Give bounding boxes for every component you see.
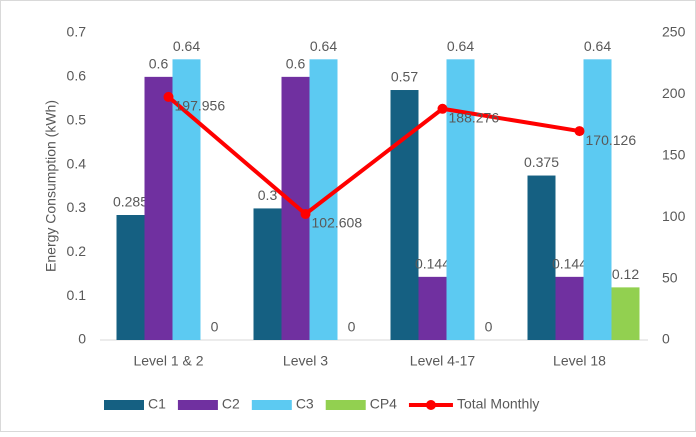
data-label: 102.608 — [312, 215, 363, 231]
legend-swatch — [177, 400, 218, 410]
data-label: 0.6 — [286, 56, 306, 72]
bar — [390, 90, 419, 340]
y-tick-label: 0.2 — [67, 243, 87, 259]
line-series — [167, 95, 580, 217]
data-label: 197.956 — [175, 98, 226, 114]
data-label: 0 — [348, 319, 356, 335]
bar — [611, 287, 640, 340]
line-point — [163, 91, 174, 102]
y-tick-label: 0.6 — [67, 68, 87, 84]
line-point — [437, 103, 448, 114]
x-tick-label: Level 3 — [283, 353, 328, 369]
data-label: 188.276 — [449, 110, 500, 126]
bar — [144, 76, 173, 340]
x-tick-label: Level 4-17 — [410, 353, 476, 369]
y-tick-label: 0.5 — [67, 111, 87, 127]
legend-label: CP4 — [370, 396, 397, 412]
y-tick-label: 0.1 — [67, 287, 87, 303]
bar — [555, 276, 584, 340]
bar — [583, 59, 612, 341]
y-tick-label: 0.7 — [67, 24, 87, 40]
bar — [116, 215, 145, 340]
bar — [418, 276, 447, 340]
legend-label: C1 — [148, 396, 166, 412]
bar — [446, 59, 475, 341]
legend-marker — [425, 400, 436, 410]
x-tick-label: Level 18 — [553, 353, 606, 369]
y-tick-label: 0.4 — [67, 155, 87, 171]
bar — [253, 208, 282, 340]
data-label: 0 — [485, 319, 493, 335]
data-label: 0.64 — [584, 38, 611, 54]
y-axis-label: Energy Consumption (kWh) — [43, 100, 59, 272]
data-label: 0.144 — [552, 256, 587, 272]
legend-label: C2 — [222, 396, 240, 412]
data-label: 170.126 — [586, 132, 637, 148]
y2-tick-label: 50 — [662, 269, 678, 285]
data-label: 0.3 — [258, 187, 278, 203]
x-tick-label: Level 1 & 2 — [133, 353, 203, 369]
data-label: 0.6 — [149, 56, 169, 72]
data-label: 0.285 — [113, 194, 148, 210]
y-tick-label: 0.3 — [67, 199, 87, 215]
y2-tick-label: 0 — [662, 331, 670, 347]
y-tick-label: 0 — [78, 331, 86, 347]
data-label: 0.144 — [415, 256, 450, 272]
data-label: 0.64 — [447, 38, 474, 54]
legend-swatch — [104, 400, 144, 410]
data-label: 0.57 — [391, 69, 418, 85]
data-label: 0.64 — [310, 38, 337, 54]
y2-tick-label: 100 — [662, 208, 686, 224]
line-point — [574, 126, 585, 137]
data-label: 0.12 — [612, 266, 639, 282]
y2-tick-label: 250 — [662, 24, 686, 40]
y2-tick-label: 200 — [662, 85, 686, 101]
line-point — [300, 208, 311, 219]
data-label: 0.64 — [173, 38, 200, 54]
legend-label: Total Monthly — [457, 396, 539, 412]
bar — [281, 76, 310, 340]
bar — [527, 175, 556, 340]
legend-label: C3 — [296, 396, 314, 412]
legend-swatch — [251, 400, 292, 410]
y2-tick-label: 150 — [662, 147, 686, 163]
data-label: 0 — [211, 319, 219, 335]
data-label: 0.375 — [524, 154, 559, 170]
legend-swatch — [325, 400, 366, 410]
